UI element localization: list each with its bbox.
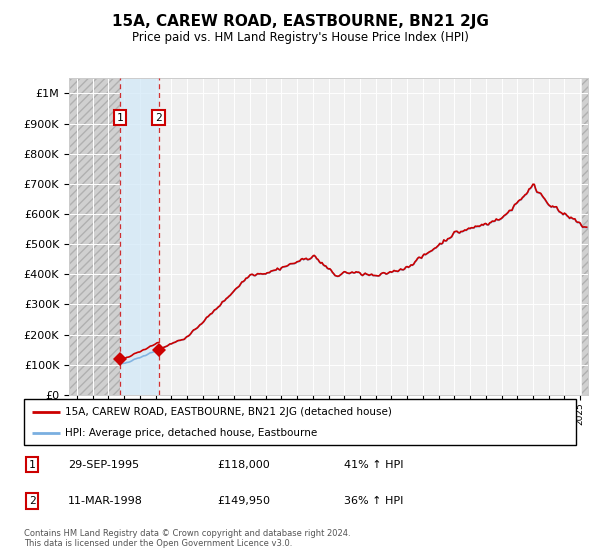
Text: 1: 1 (29, 460, 35, 470)
Text: 2: 2 (29, 496, 35, 506)
Text: 15A, CAREW ROAD, EASTBOURNE, BN21 2JG: 15A, CAREW ROAD, EASTBOURNE, BN21 2JG (112, 14, 488, 29)
Text: 36% ↑ HPI: 36% ↑ HPI (344, 496, 404, 506)
Text: 2: 2 (155, 113, 162, 123)
Text: 15A, CAREW ROAD, EASTBOURNE, BN21 2JG (detached house): 15A, CAREW ROAD, EASTBOURNE, BN21 2JG (d… (65, 407, 392, 417)
Text: HPI: Average price, detached house, Eastbourne: HPI: Average price, detached house, East… (65, 428, 317, 438)
Text: 29-SEP-1995: 29-SEP-1995 (68, 460, 139, 470)
Text: Contains HM Land Registry data © Crown copyright and database right 2024.
This d: Contains HM Land Registry data © Crown c… (24, 529, 350, 548)
Bar (120, 78, 158, 395)
Text: £149,950: £149,950 (217, 496, 270, 506)
Text: 41% ↑ HPI: 41% ↑ HPI (344, 460, 404, 470)
Text: 1: 1 (117, 113, 124, 123)
Text: 11-MAR-1998: 11-MAR-1998 (68, 496, 143, 506)
Text: Price paid vs. HM Land Registry's House Price Index (HPI): Price paid vs. HM Land Registry's House … (131, 31, 469, 44)
Bar (69, 78, 120, 395)
Text: £118,000: £118,000 (217, 460, 270, 470)
Bar (582, 78, 588, 395)
FancyBboxPatch shape (24, 399, 576, 445)
